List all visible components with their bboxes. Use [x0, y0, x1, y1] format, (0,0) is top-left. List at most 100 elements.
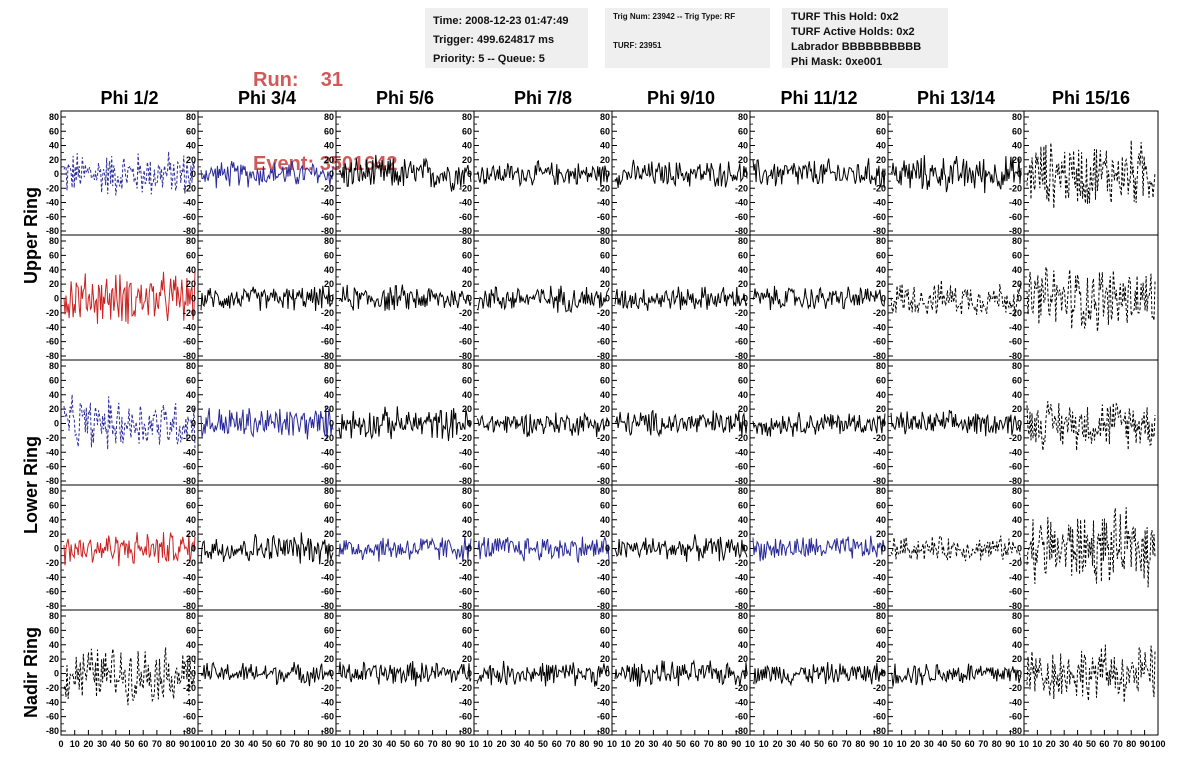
y-tick-label: 80: [186, 236, 196, 246]
y-tick-label: -20: [459, 433, 472, 443]
x-tick-label: 30: [234, 739, 244, 749]
y-tick-label: -60: [597, 462, 610, 472]
waveform-trace: [890, 155, 1022, 194]
y-tick-label: 0: [605, 294, 610, 304]
x-tick-label: 10: [331, 739, 341, 749]
x-tick-label: 60: [552, 739, 562, 749]
column-header: Phi 7/8: [514, 88, 572, 108]
y-tick-label: 60: [462, 500, 472, 510]
y-tick-label: -40: [873, 198, 886, 208]
y-tick-label: 60: [1012, 375, 1022, 385]
y-tick-label: 40: [49, 141, 59, 151]
y-tick-label: 60: [600, 625, 610, 635]
y-tick-label: 40: [600, 640, 610, 650]
waveform-trace: [1026, 140, 1156, 209]
column-header: Phi 13/14: [917, 88, 995, 108]
y-tick-label: 0: [329, 294, 334, 304]
y-tick-label: -20: [46, 683, 59, 693]
waveform-trace: [1026, 644, 1156, 703]
y-tick-label: -40: [321, 447, 334, 457]
x-tick-label: 10: [345, 739, 355, 749]
y-tick-label: -80: [597, 726, 610, 736]
y-tick-label: 80: [324, 361, 334, 371]
y-tick-label: -40: [735, 447, 748, 457]
y-tick-label: 40: [186, 515, 196, 525]
waveform-trace: [1026, 401, 1156, 451]
y-tick-label: 0: [54, 169, 59, 179]
y-tick-label: 40: [324, 515, 334, 525]
waveform-trace: [890, 280, 1022, 317]
y-tick-label: 40: [462, 640, 472, 650]
y-tick-label: 60: [738, 250, 748, 260]
y-tick-label: -80: [597, 351, 610, 361]
waveform-trace: [614, 159, 748, 188]
y-tick-label: -60: [459, 712, 472, 722]
y-tick-label: 0: [605, 544, 610, 554]
waveform-trace: [476, 536, 610, 563]
y-tick-label: 20: [600, 529, 610, 539]
y-tick-label: 20: [186, 654, 196, 664]
x-tick-label: 80: [579, 739, 589, 749]
x-tick-label: 30: [510, 739, 520, 749]
x-tick-label: 30: [786, 739, 796, 749]
y-tick-label: 60: [876, 126, 886, 136]
y-tick-label: 60: [49, 126, 59, 136]
x-tick-label: 100: [1150, 739, 1165, 749]
y-tick-label: -80: [321, 476, 334, 486]
waveform-trace: [200, 161, 334, 189]
y-tick-label: -20: [321, 433, 334, 443]
x-tick-label: 60: [690, 739, 700, 749]
y-tick-label: 20: [738, 155, 748, 165]
y-tick-label: -40: [873, 572, 886, 582]
y-tick-label: -60: [459, 212, 472, 222]
y-tick-label: -60: [873, 462, 886, 472]
y-tick-label: -40: [46, 322, 59, 332]
y-tick-label: -60: [46, 712, 59, 722]
x-tick-label: 60: [276, 739, 286, 749]
y-tick-label: -80: [1009, 476, 1022, 486]
event-value: 3501642: [319, 153, 398, 175]
y-tick-label: -60: [183, 462, 196, 472]
y-tick-label: 0: [191, 669, 196, 679]
y-tick-label: 80: [462, 486, 472, 496]
y-tick-label: 0: [1017, 669, 1022, 679]
y-tick-label: 60: [324, 500, 334, 510]
y-tick-label: 80: [738, 486, 748, 496]
y-tick-label: 40: [1012, 515, 1022, 525]
waveform-trace: [752, 535, 886, 562]
y-tick-label: 40: [324, 640, 334, 650]
waveform-trace: [200, 405, 334, 440]
x-tick-label: 70: [566, 739, 576, 749]
y-tick-label: -80: [597, 476, 610, 486]
waveform-trace: [752, 412, 886, 437]
y-tick-label: -20: [459, 183, 472, 193]
y-tick-label: -60: [46, 587, 59, 597]
y-tick-label: 80: [738, 611, 748, 621]
x-tick-label: 40: [800, 739, 810, 749]
y-tick-label: -80: [46, 476, 59, 486]
y-tick-label: 40: [876, 265, 886, 275]
y-tick-label: 0: [881, 669, 886, 679]
x-tick-label: 80: [1126, 739, 1136, 749]
time-info-box: Time: 2008-12-23 01:47:49 Trigger: 499.6…: [425, 8, 588, 68]
y-tick-label: -20: [597, 433, 610, 443]
y-tick-label: -20: [735, 558, 748, 568]
x-tick-label: 50: [124, 739, 134, 749]
y-tick-label: 80: [462, 112, 472, 122]
y-tick-label: 40: [49, 390, 59, 400]
waveform-trace: [890, 534, 1022, 563]
y-tick-label: 80: [738, 236, 748, 246]
y-tick-label: -20: [597, 183, 610, 193]
turf-hold-text: TURF This Hold: 0x2: [791, 11, 899, 23]
y-tick-label: 40: [49, 640, 59, 650]
y-tick-label: -20: [459, 558, 472, 568]
x-tick-label: 60: [965, 739, 975, 749]
y-tick-label: 80: [600, 611, 610, 621]
y-tick-label: 80: [186, 611, 196, 621]
y-tick-label: -60: [1009, 462, 1022, 472]
y-tick-label: -20: [735, 433, 748, 443]
y-tick-label: -60: [321, 462, 334, 472]
waveform-trace: [338, 660, 472, 687]
y-tick-label: 60: [876, 500, 886, 510]
panel-frame: [335, 484, 475, 611]
